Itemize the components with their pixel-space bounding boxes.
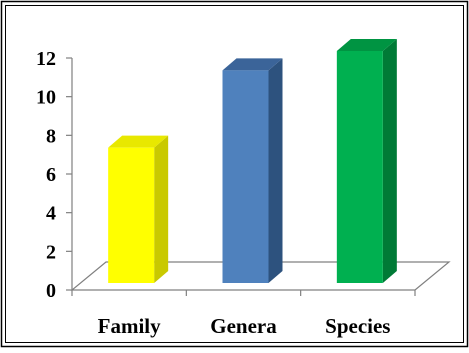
category-label-species: Species: [325, 314, 390, 338]
bar-front: [336, 51, 383, 283]
y-tick-label: 12: [36, 48, 56, 70]
bar-front: [222, 70, 269, 283]
bar-side: [154, 135, 169, 283]
bar-top: [336, 39, 397, 51]
y-axis: 0 2 4 6 8 10 12: [36, 48, 72, 302]
category-label-family: Family: [98, 314, 161, 338]
bar-top: [108, 135, 169, 148]
bar-side: [268, 58, 283, 284]
y-tick-label: 0: [46, 280, 56, 302]
category-label-genera: Genera: [210, 314, 277, 338]
bar-front: [108, 147, 155, 283]
bar-top: [222, 58, 283, 71]
bar-family: [108, 135, 169, 283]
y-tick-label: 2: [46, 241, 56, 263]
inner-border: [5, 5, 464, 343]
category-labels: Family Genera Species: [98, 314, 391, 338]
bar-species: [336, 39, 397, 283]
y-tick-label: 8: [46, 125, 56, 147]
x-axis: [71, 290, 416, 296]
y-tick-label: 6: [46, 164, 56, 186]
bar-genera: [222, 58, 283, 284]
bars: [108, 39, 397, 284]
bar-side: [382, 39, 397, 283]
y-tick-label: 4: [46, 203, 56, 225]
y-tick-label: 10: [36, 87, 56, 109]
